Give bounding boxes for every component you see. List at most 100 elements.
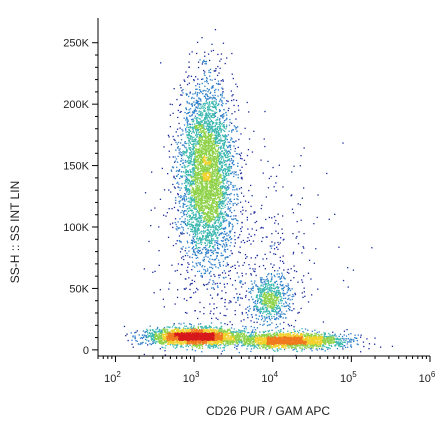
event-point [195, 139, 197, 141]
event-point [182, 130, 184, 132]
event-point [218, 204, 220, 206]
event-point [186, 121, 188, 124]
event-point [195, 130, 197, 132]
event-point [157, 334, 159, 336]
event-point [198, 100, 200, 102]
event-point [206, 149, 208, 151]
event-point [229, 118, 231, 121]
event-point [245, 210, 247, 212]
event-point [178, 169, 181, 171]
event-point [209, 164, 211, 166]
event-point [217, 197, 219, 199]
event-point [179, 189, 181, 191]
event-point [186, 222, 189, 225]
event-point [199, 189, 202, 191]
event-point [202, 217, 204, 219]
event-point [218, 110, 221, 113]
event-point [218, 199, 221, 202]
event-point [195, 208, 197, 210]
event-point [230, 165, 233, 168]
event-point [237, 153, 239, 155]
event-point [205, 150, 208, 152]
event-point [197, 105, 199, 107]
event-point [215, 266, 217, 268]
event-point [183, 117, 185, 119]
event-point [189, 153, 191, 155]
event-point [215, 329, 217, 331]
event-point [177, 170, 180, 173]
event-point [203, 159, 205, 161]
event-point [190, 325, 192, 328]
event-point [179, 251, 182, 253]
event-point [188, 102, 190, 104]
event-point [185, 181, 187, 184]
event-point [191, 230, 193, 232]
event-point [222, 163, 224, 165]
event-point [202, 199, 204, 201]
event-point [189, 170, 192, 172]
event-point [180, 223, 182, 226]
event-point [198, 153, 200, 155]
event-point [200, 203, 202, 205]
event-point [204, 171, 206, 173]
event-point [197, 233, 199, 235]
event-point [217, 168, 219, 171]
event-point [197, 178, 200, 180]
event-point [220, 98, 222, 100]
event-point [190, 160, 192, 162]
event-point [186, 134, 188, 136]
event-point [214, 225, 216, 227]
event-point [174, 187, 176, 189]
event-point [225, 119, 227, 121]
event-point [211, 186, 213, 188]
event-point [226, 214, 228, 216]
event-point [206, 193, 208, 195]
event-point [207, 162, 210, 165]
event-point [212, 106, 214, 108]
event-point [192, 191, 194, 193]
event-point [203, 209, 206, 211]
event-point [196, 52, 198, 55]
event-point [195, 202, 197, 204]
event-point [196, 247, 198, 250]
event-point [201, 239, 203, 241]
event-point [194, 143, 196, 145]
event-point [223, 250, 225, 252]
event-point [208, 151, 211, 154]
event-point [190, 171, 192, 174]
event-point [231, 162, 233, 164]
event-point [202, 150, 204, 153]
event-point [199, 163, 201, 165]
event-point [221, 92, 224, 94]
event-point [184, 255, 187, 257]
event-point [216, 153, 218, 155]
event-point [199, 136, 201, 138]
event-point [210, 121, 212, 123]
event-point [206, 114, 208, 116]
event-point [224, 164, 226, 166]
event-point [215, 228, 217, 231]
event-point [214, 241, 216, 243]
event-point [191, 179, 194, 181]
event-point [223, 130, 226, 132]
event-point [210, 101, 213, 103]
event-point [211, 133, 213, 136]
event-point [216, 174, 219, 176]
event-point [200, 177, 203, 179]
event-point [189, 138, 191, 140]
event-point [216, 210, 218, 212]
event-point [188, 135, 190, 137]
event-point [208, 151, 210, 153]
event-point [192, 240, 194, 242]
event-point [183, 298, 185, 300]
event-point [223, 129, 225, 131]
event-point [196, 167, 198, 169]
event-point [211, 235, 213, 237]
event-point [184, 172, 186, 174]
event-point [207, 168, 209, 170]
event-point [182, 166, 184, 168]
event-point [212, 185, 214, 187]
event-point [195, 136, 198, 138]
event-point [207, 146, 209, 148]
event-point [207, 177, 209, 180]
